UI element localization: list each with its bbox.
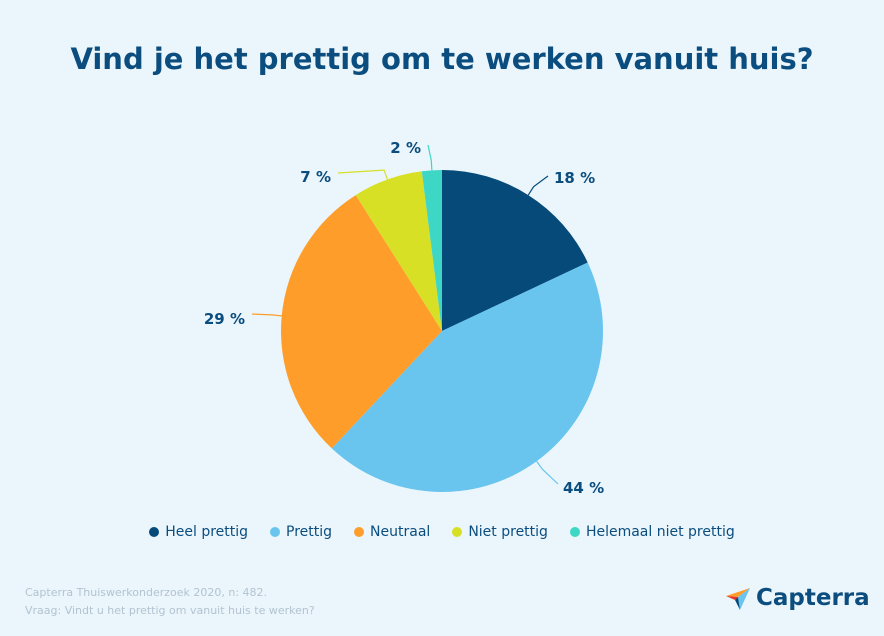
legend-label: Prettig bbox=[286, 524, 333, 540]
legend-item-helemaal-niet-prettig: Helemaal niet prettig bbox=[569, 524, 735, 540]
legend-swatch bbox=[569, 527, 580, 537]
legend-label: Heel prettig bbox=[165, 524, 249, 540]
data-label-0: 18 % bbox=[554, 169, 595, 187]
capterra-logo[interactable]: Capterra bbox=[724, 584, 870, 612]
leader-line-0 bbox=[527, 175, 549, 196]
legend-label: Neutraal bbox=[370, 524, 431, 540]
leader-line-3 bbox=[337, 169, 389, 180]
pie-slice-helemaal-niet-prettig bbox=[421, 170, 442, 331]
capterra-logo-icon bbox=[726, 588, 750, 610]
pie-slice-neutraal bbox=[281, 195, 442, 449]
data-label-3: 7 % bbox=[300, 168, 331, 186]
data-label-4: 2 % bbox=[390, 139, 421, 157]
leader-line-2 bbox=[251, 313, 282, 317]
legend-swatch bbox=[149, 527, 160, 537]
legend-item-neutraal: Neutraal bbox=[354, 524, 430, 540]
legend: Heel prettig Prettig Neutraal Niet prettig H… bbox=[0, 524, 884, 540]
pie-slice-prettig bbox=[331, 262, 604, 493]
pie-slice-niet-prettig bbox=[355, 171, 442, 331]
leader-line-4 bbox=[427, 144, 433, 171]
legend-item-heel-prettig: Heel prettig bbox=[149, 524, 248, 540]
chart-title: Vind je het prettig om te werken vanuit … bbox=[70, 42, 814, 76]
leader-line-1 bbox=[536, 460, 559, 485]
footer-note: Capterra Thuiswerkonderzoek 2020, n: 482… bbox=[25, 584, 315, 620]
legend-label: Helemaal niet prettig bbox=[585, 524, 735, 540]
footer-source: Capterra Thuiswerkonderzoek 2020, n: 482… bbox=[25, 586, 268, 599]
footer-question: Vraag: Vindt u het prettig om vanuit hui… bbox=[25, 604, 315, 617]
legend-item-prettig: Prettig bbox=[270, 524, 332, 540]
legend-swatch bbox=[354, 527, 365, 537]
legend-label: Niet prettig bbox=[468, 524, 548, 540]
data-label-2: 29 % bbox=[204, 310, 245, 328]
legend-swatch bbox=[270, 527, 281, 537]
data-label-1: 44 % bbox=[563, 479, 604, 497]
capterra-logo-text: Capterra bbox=[756, 585, 870, 611]
pie-chart: 18 % 44 % 29 % 7 % 2 % bbox=[204, 139, 604, 497]
legend-swatch bbox=[452, 527, 463, 537]
pie-slice-heel-prettig bbox=[442, 170, 588, 331]
legend-item-niet-prettig: Niet prettig bbox=[452, 524, 548, 540]
